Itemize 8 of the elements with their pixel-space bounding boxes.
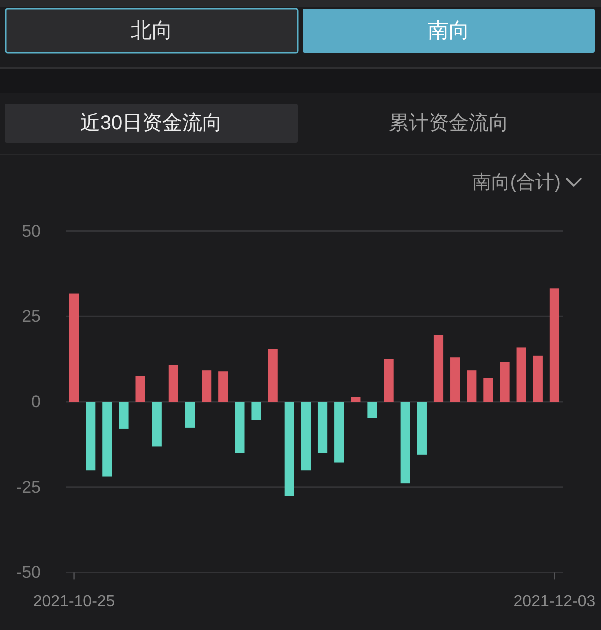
y-tick-label: 0 <box>32 392 41 412</box>
label-series: 南向(合计) <box>472 172 561 194</box>
y-tick-label: -25 <box>16 478 41 497</box>
x-tick-label: 2021-10-25 <box>33 594 116 610</box>
x-tick-label: 2021-12-03 <box>514 594 596 610</box>
y-tick-label: 25 <box>22 307 41 326</box>
y-tick-label: -50 <box>16 563 41 582</box>
y-tick-label: 50 <box>22 222 41 241</box>
